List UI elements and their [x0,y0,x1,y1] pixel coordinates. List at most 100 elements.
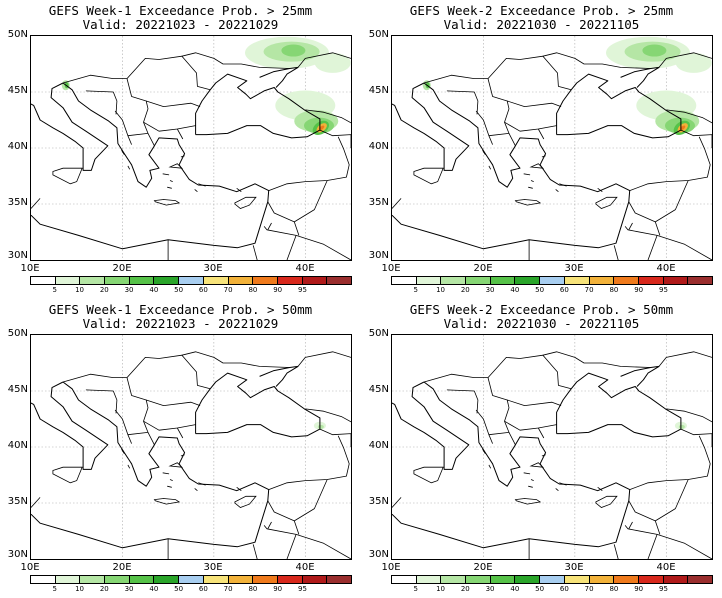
colorbar-label: 80 [248,585,258,593]
latitude-label: 30N [7,549,28,560]
longitude-label: 40E [656,562,676,573]
map-panel: GEFS Week-1 Exceedance Prob. > 25mm Valid… [0,0,361,299]
latitude-label: 35N [7,496,28,507]
colorbar-swatch [55,277,81,284]
colorbar-label: 90 [273,585,283,593]
colorbar-label: 50 [174,286,184,294]
latitude-label: 40N [7,141,28,152]
colorbar-label: 5 [413,286,418,294]
colorbar-label: 30 [124,585,134,593]
colorbar-swatch [515,277,541,284]
colorbar-swatch [392,576,417,583]
latitude-label: 50N [7,328,28,339]
longitude-label: 40E [295,263,315,274]
colorbar [30,575,352,584]
colorbar-swatch [179,277,204,284]
longitude-label: 30E [203,263,223,274]
colorbar-swatch [540,277,565,284]
colorbar-label: 10 [75,585,84,593]
colorbar-label: 10 [75,286,84,294]
colorbar-label: 90 [634,286,644,294]
colorbar-label: 50 [535,585,545,593]
colorbar-swatch [179,576,204,583]
colorbar-swatch [416,277,442,284]
colorbar-swatch [228,277,254,284]
colorbar-swatch [154,277,180,284]
colorbar-swatch [589,277,615,284]
colorbar [30,276,352,285]
colorbar-swatch [277,576,303,583]
colorbar-swatch [515,576,541,583]
colorbar-label: 20 [99,585,109,593]
longitude-label: 10E [381,263,401,274]
colorbar-swatch [253,277,278,284]
colorbar-swatch [564,576,590,583]
colorbar-label: 5 [413,585,418,593]
colorbar-label: 50 [174,585,184,593]
colorbar-label: 90 [634,585,644,593]
colorbar-swatch [154,576,180,583]
probability-map [391,35,713,261]
latitude-label: 45N [7,384,28,395]
colorbar-label: 95 [297,585,307,593]
colorbar-label: 30 [485,286,495,294]
colorbar-label: 20 [460,286,470,294]
colorbar-label: 30 [485,585,495,593]
map-panel: GEFS Week-2 Exceedance Prob. > 25mm Valid… [361,0,722,299]
probability-map [30,35,352,261]
latitude-label: 30N [368,549,389,560]
latitude-label: 30N [368,250,389,261]
longitude-label: 10E [381,562,401,573]
colorbar-label: 20 [460,585,470,593]
colorbar-swatch [688,277,712,284]
longitude-label: 20E [112,562,132,573]
colorbar-swatch [203,277,229,284]
colorbar-swatch [416,576,442,583]
colorbar-swatch [277,277,303,284]
panel-valid-dates: Valid: 20221030 - 20221105 [443,316,640,331]
colorbar-label: 10 [436,585,445,593]
colorbar-swatch [392,277,417,284]
colorbar-swatch [31,576,56,583]
latitude-label: 40N [368,141,389,152]
longitude-label: 40E [295,562,315,573]
colorbar-swatch [614,277,639,284]
colorbar-label: 30 [124,286,134,294]
panel-title: GEFS Week-2 Exceedance Prob. > 25mm [409,3,674,18]
colorbar-swatch [441,277,467,284]
latitude-label: 45N [368,384,389,395]
colorbar-label: 60 [559,585,569,593]
colorbar-label: 95 [297,286,307,294]
colorbar-swatch [638,576,664,583]
colorbar-label: 80 [248,286,258,294]
colorbar-label: 40 [149,286,159,294]
panel-valid-dates: Valid: 20221030 - 20221105 [443,17,640,32]
longitude-label: 20E [473,562,493,573]
longitude-label: 10E [20,263,40,274]
map-panel: GEFS Week-2 Exceedance Prob. > 50mm Valid… [361,299,722,598]
longitude-label: 10E [20,562,40,573]
colorbar-swatch [688,576,712,583]
colorbar-swatch [302,576,328,583]
colorbar-swatch [589,576,615,583]
colorbar-swatch [203,576,229,583]
latitude-label: 35N [368,496,389,507]
colorbar-label: 95 [658,286,668,294]
panel-valid-dates: Valid: 20221023 - 20221029 [82,316,279,331]
longitude-label: 30E [564,562,584,573]
panel-title: GEFS Week-1 Exceedance Prob. > 50mm [48,302,313,317]
latitude-label: 40N [368,440,389,451]
colorbar-swatch [129,576,155,583]
colorbar [391,276,713,285]
colorbar-label: 5 [52,585,57,593]
colorbar-swatch [466,576,491,583]
colorbar [391,575,713,584]
colorbar-swatch [302,277,328,284]
colorbar-swatch [663,576,689,583]
colorbar-swatch [490,576,516,583]
longitude-label: 40E [656,263,676,274]
probability-map [391,334,713,560]
longitude-label: 20E [473,263,493,274]
colorbar-swatch [129,277,155,284]
latitude-label: 45N [368,85,389,96]
